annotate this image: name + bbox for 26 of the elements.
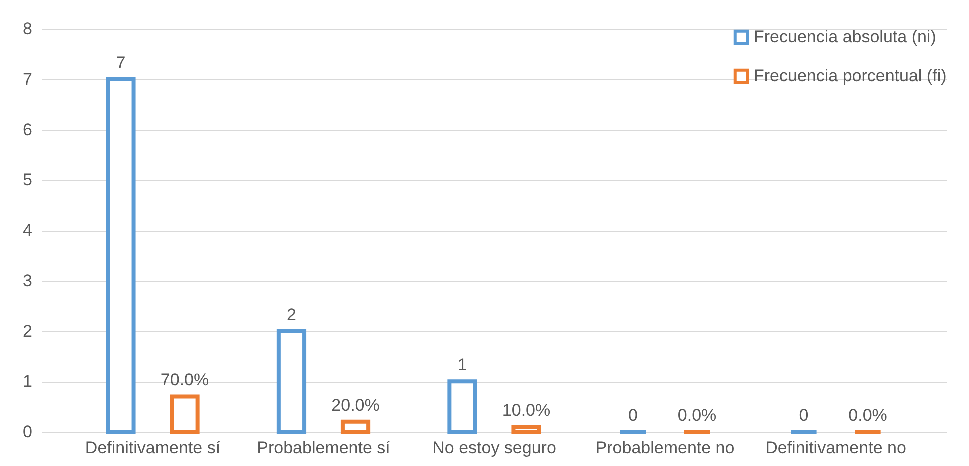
x-tick-label: Definitivamente no: [766, 438, 906, 458]
x-tick-label: Definitivamente sí: [85, 438, 221, 458]
y-tick-label: 6: [23, 120, 32, 140]
data-label: 0: [628, 406, 638, 425]
data-label: 0.0%: [848, 406, 888, 425]
x-tick-label: Probablemente sí: [257, 438, 391, 458]
y-tick-label: 8: [23, 20, 32, 38]
data-label: 70.0%: [160, 370, 210, 390]
data-label: 10.0%: [502, 400, 551, 420]
x-tick-label: Probablemente no: [596, 438, 735, 458]
x-tick-label: No estoy seguro: [432, 438, 556, 458]
legend-label: Frecuencia absoluta (ni): [754, 28, 936, 46]
y-tick-label: 1: [23, 372, 32, 392]
data-label: 7: [116, 53, 126, 72]
data-label: 20.0%: [332, 396, 380, 415]
y-tick-label: 3: [23, 271, 32, 290]
data-label: 0: [799, 406, 809, 425]
y-tick-label: 7: [23, 70, 32, 89]
y-tick-label: 0: [23, 422, 32, 442]
data-label: 0.0%: [678, 406, 717, 425]
data-label: 2: [286, 305, 296, 324]
y-tick-label: 4: [23, 221, 32, 240]
y-tick-label: 5: [23, 170, 32, 190]
y-tick-label: 2: [23, 322, 32, 341]
data-label: 1: [458, 356, 468, 375]
legend-label: Frecuencia porcentual (fi): [754, 66, 947, 86]
